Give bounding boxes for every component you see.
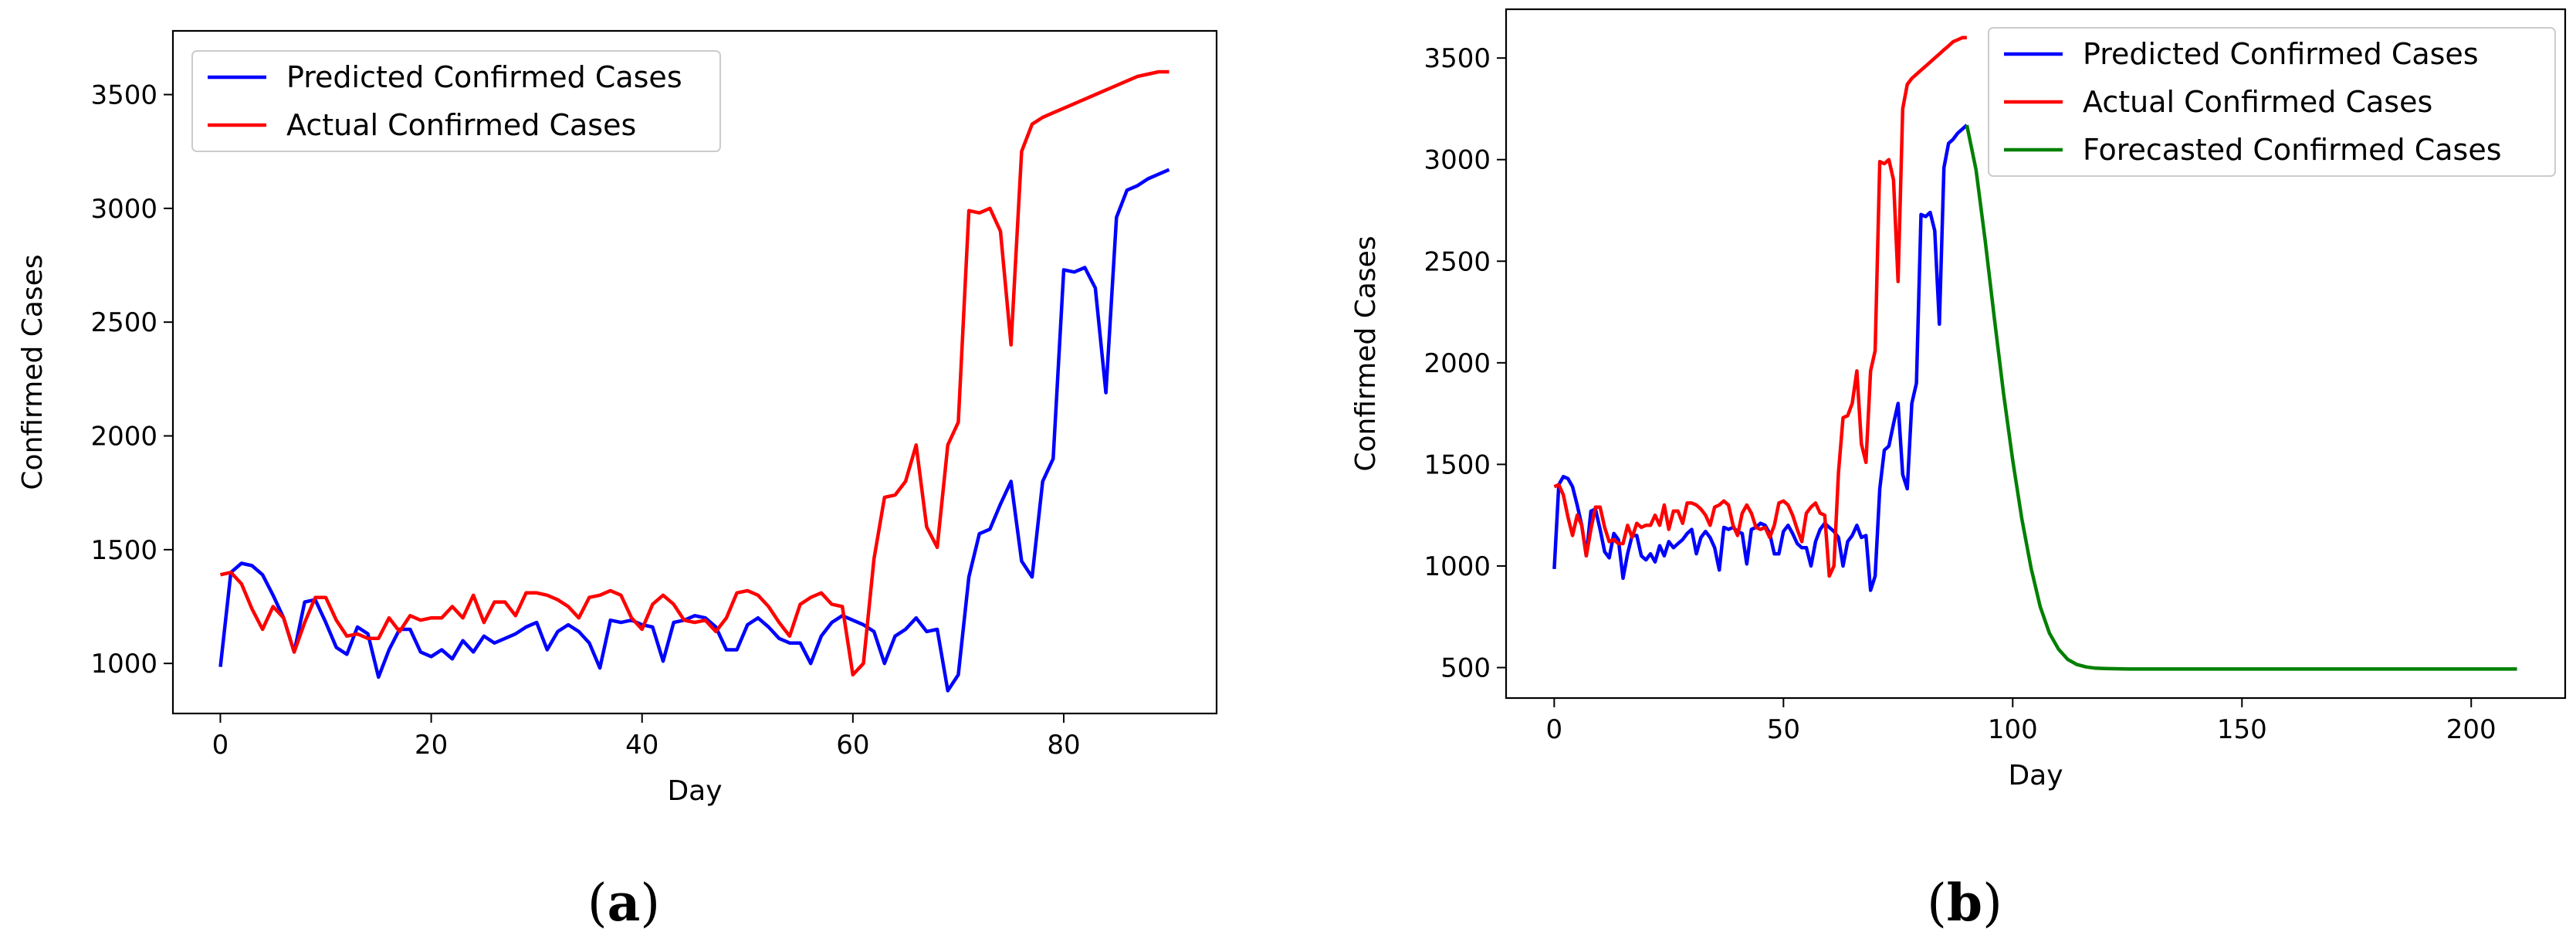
y-tick-label: 1500 [1423, 449, 1491, 480]
y-tick-label: 1000 [1423, 551, 1491, 582]
panel-label-a: (a) [587, 873, 660, 933]
panel-label-a-letter: a [608, 873, 641, 933]
x-tick-label: 0 [212, 730, 229, 761]
x-axis-label: Day [667, 775, 722, 807]
legend-label: Actual Confirmed Cases [2083, 85, 2432, 119]
series-line-actual-confirmed-cases [220, 69, 1170, 677]
y-tick-label: 2000 [1423, 348, 1491, 379]
y-tick-label: 1000 [90, 649, 157, 680]
y-tick-label: 1500 [90, 535, 157, 566]
x-tick-label: 0 [1546, 714, 1563, 745]
y-tick-label: 3500 [1423, 43, 1491, 74]
legend-label: Predicted Confirmed Cases [286, 60, 682, 94]
plot-frame [171, 29, 1218, 715]
x-tick-label: 200 [2446, 714, 2496, 745]
y-tick-label: 3000 [1423, 145, 1491, 176]
x-tick-label: 80 [1047, 730, 1080, 761]
series-line-actual-confirmed-cases [1553, 36, 1967, 578]
chart-panel-a: 0 20 40 60 80 1000 1500 2000 2500 3000 3500 Day Conf… [17, 29, 1218, 807]
x-tick-label: 60 [836, 730, 869, 761]
plot-frame [1505, 8, 2567, 700]
series-line-predicted-confirmed-cases [1552, 124, 1968, 592]
y-tick-label: 2000 [90, 422, 157, 452]
series-line-forecasted-confirmed-cases [1965, 124, 2517, 671]
y-tick-label: 3000 [90, 194, 157, 225]
y-tick-label: 2500 [90, 307, 157, 338]
legend: Predicted Confirmed Cases Actual Confirme… [191, 50, 721, 152]
legend: Predicted Confirmed Cases Actual Confirme… [1988, 27, 2556, 177]
x-tick-label: 40 [625, 730, 658, 761]
y-axis-label: Confirmed Cases [1350, 236, 1382, 471]
x-tick-label: 50 [1767, 714, 1800, 745]
x-tick-label: 150 [2217, 714, 2267, 745]
panel-label-b-letter: b [1947, 873, 1982, 933]
y-tick-label: 500 [1440, 653, 1491, 684]
x-tick-label: 100 [1988, 714, 2038, 745]
legend-label: Predicted Confirmed Cases [2083, 37, 2479, 71]
y-axis-label: Confirmed Cases [17, 254, 49, 490]
x-axis-label: Day [2008, 760, 2063, 791]
y-tick-label: 3500 [90, 80, 157, 111]
y-tick-label: 2500 [1423, 246, 1491, 277]
series-line-predicted-confirmed-cases [218, 168, 1170, 693]
legend-label: Actual Confirmed Cases [286, 108, 636, 142]
x-tick-label: 20 [415, 730, 448, 761]
chart-panel-b: 0 50 100 150 200 500 1000 1500 2000 2500 3000 3500 D… [1350, 8, 2567, 791]
panel-label-b: (b) [1927, 873, 2002, 933]
legend-label: Forecasted Confirmed Cases [2083, 133, 2502, 167]
